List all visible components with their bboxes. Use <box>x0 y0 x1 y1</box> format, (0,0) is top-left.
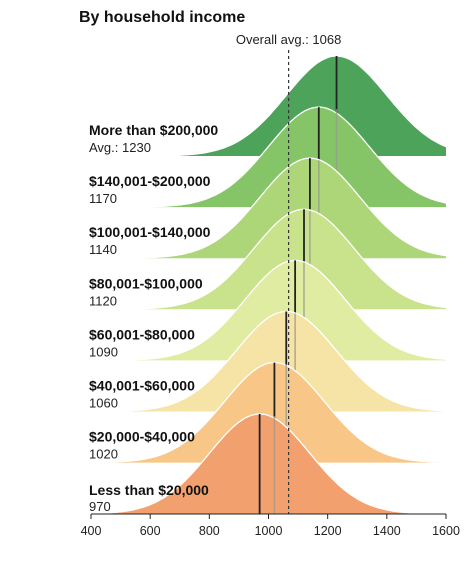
x-tick-label: 1400 <box>373 524 401 538</box>
ridge-7 <box>91 413 446 515</box>
ridge-area <box>91 107 446 208</box>
x-axis: 400 600 800 1000 1200 1400 1600 <box>81 513 460 538</box>
group-name: More than $200,000 <box>89 122 218 138</box>
x-tick-label: 1600 <box>432 524 460 538</box>
ridge-area <box>91 56 446 156</box>
ridge-outline <box>91 106 447 208</box>
ridge-outline <box>91 310 447 413</box>
ridge-outline <box>91 259 447 362</box>
ridge-outline <box>91 157 447 259</box>
x-tick-label: 1200 <box>314 524 342 538</box>
ridges <box>90 55 447 515</box>
group-value: 1140 <box>89 242 117 257</box>
group-value: 1020 <box>89 447 118 462</box>
ridge-area <box>91 209 446 310</box>
group-value: 1060 <box>89 396 118 411</box>
group-name: $40,001-$60,000 <box>89 378 195 394</box>
ridge-area <box>91 158 446 259</box>
chart-title: By household income <box>79 9 245 26</box>
group-name: $80,001-$100,000 <box>89 275 203 291</box>
ridge-area <box>91 260 446 361</box>
overall-average-label: Overall avg.: 1068 <box>236 32 342 47</box>
group-value: 1090 <box>89 344 118 359</box>
group-value: Avg.: 1230 <box>89 140 151 155</box>
x-tick-label: 400 <box>81 524 102 538</box>
ridge-outline <box>91 413 446 515</box>
group-name: $60,001-$80,000 <box>89 326 195 342</box>
group-value: 1170 <box>89 191 117 206</box>
x-tick-label: 600 <box>140 524 161 538</box>
ridge-outline <box>91 55 447 157</box>
group-name: $140,001-$200,000 <box>89 173 211 189</box>
group-name: $20,000-$40,000 <box>89 429 195 445</box>
overall-average-marker: Overall avg.: 1068 <box>236 32 342 514</box>
group-labels: More than $200,000 Avg.: 1230 $140,001-$20… <box>89 122 218 514</box>
group-value: 1120 <box>89 293 117 308</box>
x-tick-label: 800 <box>199 524 220 538</box>
group-value: 970 <box>89 499 111 514</box>
ridge-area <box>91 311 446 412</box>
x-tick-label: 1000 <box>255 524 283 538</box>
group-name: Less than $20,000 <box>89 482 209 498</box>
ridge-outline <box>91 208 447 310</box>
group-name: $100,001-$140,000 <box>89 224 211 240</box>
ridge-area <box>91 414 446 514</box>
ridge-outline <box>90 361 446 464</box>
